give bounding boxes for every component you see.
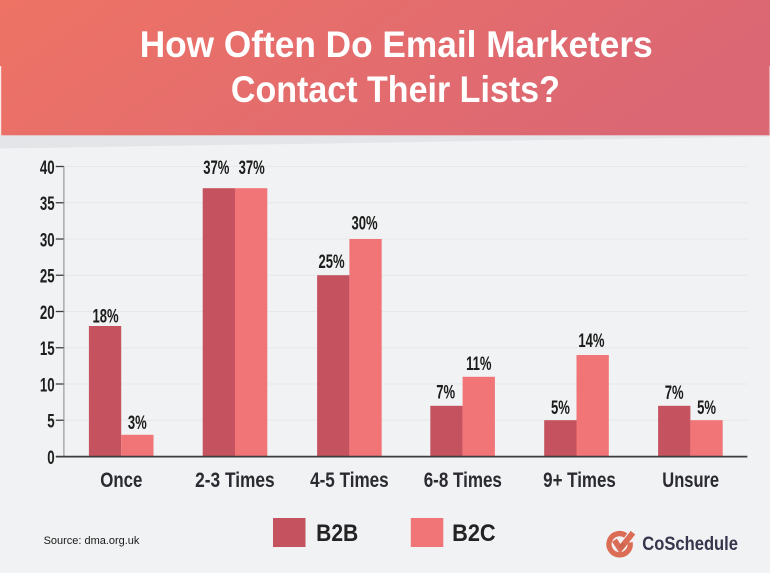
- svg-text:14%: 14%: [578, 330, 604, 352]
- svg-text:2-3 Times: 2-3 Times: [195, 469, 275, 492]
- svg-text:3%: 3%: [128, 411, 147, 433]
- svg-text:35: 35: [40, 194, 55, 215]
- svg-text:Contact Their Lists?: Contact Their Lists?: [231, 68, 560, 110]
- svg-text:9+ Times: 9+ Times: [543, 469, 616, 492]
- svg-text:7%: 7%: [665, 381, 684, 403]
- svg-text:4-5 Times: 4-5 Times: [310, 469, 389, 492]
- svg-text:37%: 37%: [203, 156, 229, 178]
- svg-text:37%: 37%: [239, 156, 265, 178]
- svg-text:0: 0: [47, 448, 54, 469]
- svg-text:20: 20: [40, 303, 55, 324]
- svg-text:B2B: B2B: [316, 520, 358, 547]
- svg-text:5%: 5%: [697, 396, 716, 418]
- svg-text:7%: 7%: [436, 381, 455, 403]
- svg-text:Once: Once: [100, 469, 142, 492]
- svg-text:5: 5: [47, 411, 54, 432]
- svg-text:15: 15: [40, 339, 55, 360]
- svg-text:5%: 5%: [551, 396, 570, 418]
- svg-text:18%: 18%: [93, 305, 119, 327]
- svg-text:Unsure: Unsure: [662, 469, 719, 492]
- svg-text:40: 40: [40, 158, 55, 179]
- svg-text:CoSchedule: CoSchedule: [642, 534, 738, 555]
- svg-text:25%: 25%: [318, 251, 344, 273]
- svg-text:How Often Do Email Marketers: How Often Do Email Marketers: [140, 23, 653, 65]
- svg-text:25: 25: [40, 266, 55, 287]
- svg-text:30: 30: [40, 230, 55, 251]
- svg-text:11%: 11%: [466, 352, 492, 374]
- svg-text:B2C: B2C: [452, 520, 496, 547]
- svg-text:10: 10: [40, 375, 55, 396]
- svg-text:30%: 30%: [351, 212, 377, 234]
- svg-text:6-8 Times: 6-8 Times: [424, 469, 502, 492]
- svg-text:Source: dma.org.uk: Source: dma.org.uk: [44, 535, 140, 547]
